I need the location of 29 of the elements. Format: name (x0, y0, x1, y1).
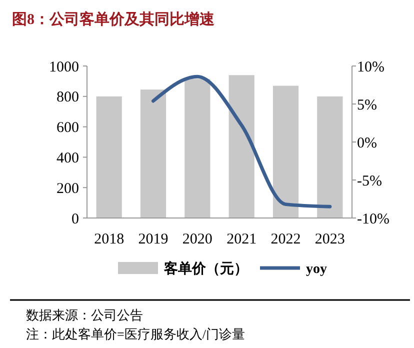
x-tick-label: 2020 (182, 231, 212, 248)
y-tick-label: 0 (72, 211, 79, 228)
bar (272, 86, 299, 218)
bar (228, 75, 254, 218)
y2-tick-label: 5% (357, 97, 377, 114)
x-tick-label: 2019 (138, 231, 168, 248)
y2-tick-label: -10% (357, 211, 390, 228)
x-tick-label: 2021 (226, 231, 257, 248)
line-series (152, 74, 332, 208)
y-tick-label: 800 (56, 90, 79, 106)
bar (317, 96, 343, 218)
y-tick-label: 400 (56, 150, 79, 166)
source-note: 数据来源：公司公告 (26, 308, 143, 323)
x-tick-label: 2022 (270, 231, 301, 248)
bar (140, 90, 166, 218)
chart-title: 图8：公司客单价及其同比增速 (12, 10, 216, 28)
legend-label: 客单价（元） (163, 260, 248, 277)
y2-tick-label: 0% (357, 135, 377, 152)
x-tick-label: 2018 (94, 231, 124, 248)
y-tick-label: 1000 (49, 59, 79, 76)
y-tick-label: 600 (56, 120, 79, 136)
text: 注：此处客单价=医疗服务收入/门诊量 (26, 326, 245, 342)
bar (184, 78, 210, 218)
x-tick-label: 2023 (314, 231, 345, 248)
y2-tick-label: 10% (357, 59, 384, 76)
y2-tick-label: -5% (357, 173, 382, 190)
y-tick-label: 200 (56, 180, 79, 197)
legend-label: yoy (306, 262, 327, 277)
bar (96, 96, 122, 218)
